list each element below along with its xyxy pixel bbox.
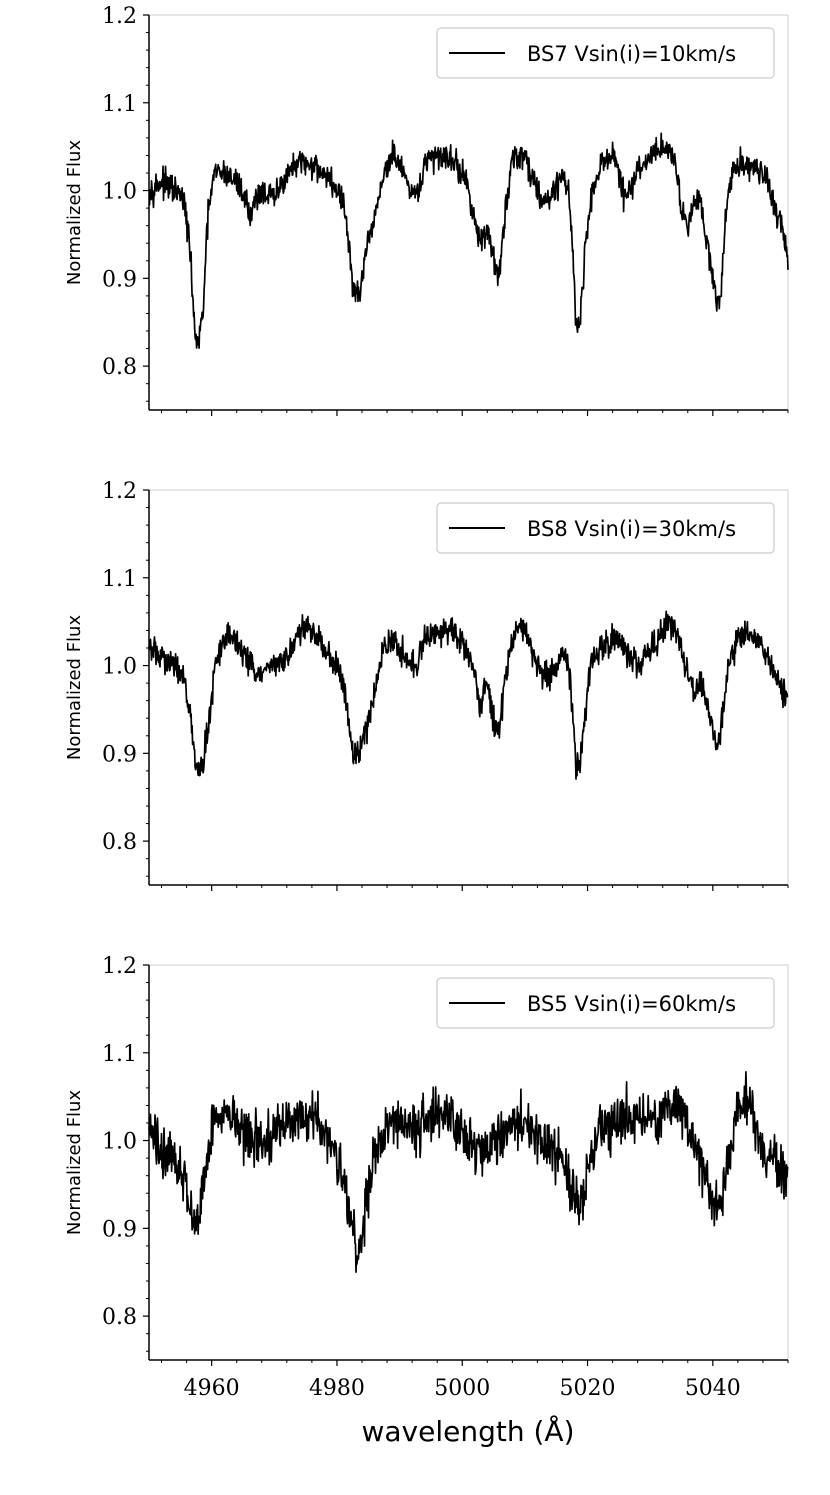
y-tick-label: 1.2 bbox=[102, 479, 137, 504]
panels-group: 0.8 0.9 1.0 1.1 1.2 Normalized Flux BS7 Vsin(i… bbox=[64, 4, 789, 1401]
y-tick-label: 1.1 bbox=[102, 1042, 137, 1067]
x-tick-label: 5000 bbox=[434, 1376, 490, 1401]
panel-3: 0.8 0.9 1.0 1.1 1.2 4960 4980 5000 5020 5040 Norma… bbox=[64, 954, 789, 1401]
y-tick-label: 1.0 bbox=[102, 180, 137, 205]
y-tick-label: 1.2 bbox=[102, 4, 137, 29]
x-tick-label: 5040 bbox=[685, 1376, 741, 1401]
x-tick-label: 4960 bbox=[184, 1376, 240, 1401]
y-tick-label: 0.9 bbox=[102, 267, 137, 292]
panel-2: 0.8 0.9 1.0 1.1 1.2 Normalized Flux BS8 Vsin(i… bbox=[64, 479, 789, 891]
spectrum-line bbox=[148, 1071, 789, 1273]
x-tick-label: 4980 bbox=[309, 1376, 365, 1401]
legend-box bbox=[436, 977, 775, 1029]
y-tick-label: 1.0 bbox=[102, 1130, 137, 1155]
y-tick-label: 0.8 bbox=[102, 1305, 137, 1330]
y-tick-label: 1.1 bbox=[102, 92, 137, 117]
y-tick-label: 0.8 bbox=[102, 830, 137, 855]
y-tick-label: 1.1 bbox=[102, 567, 137, 592]
panel-1: 0.8 0.9 1.0 1.1 1.2 Normalized Flux BS7 Vsin(i… bbox=[64, 4, 789, 416]
y-tick-label: 0.8 bbox=[102, 355, 137, 380]
y-tick-label: 1.0 bbox=[102, 655, 137, 680]
y-tick-label: 1.2 bbox=[102, 954, 137, 979]
spectrum-line bbox=[148, 132, 789, 349]
legend-box bbox=[436, 502, 775, 554]
x-axis-label: wavelength (Å) bbox=[361, 1414, 574, 1448]
y-tick-label: 0.9 bbox=[102, 742, 137, 767]
y-axis-label: Normalized Flux bbox=[64, 615, 85, 761]
legend-label: BS7 Vsin(i)=10km/s bbox=[527, 42, 736, 66]
x-tick-label: 5020 bbox=[560, 1376, 616, 1401]
y-axis-label: Normalized Flux bbox=[64, 1090, 85, 1236]
y-tick-label: 0.9 bbox=[102, 1217, 137, 1242]
legend-label: BS8 Vsin(i)=30km/s bbox=[527, 517, 736, 541]
spectrum-line bbox=[148, 610, 789, 780]
legend-box bbox=[436, 27, 775, 79]
legend-label: BS5 Vsin(i)=60km/s bbox=[527, 992, 736, 1016]
y-axis-label: Normalized Flux bbox=[64, 140, 85, 286]
